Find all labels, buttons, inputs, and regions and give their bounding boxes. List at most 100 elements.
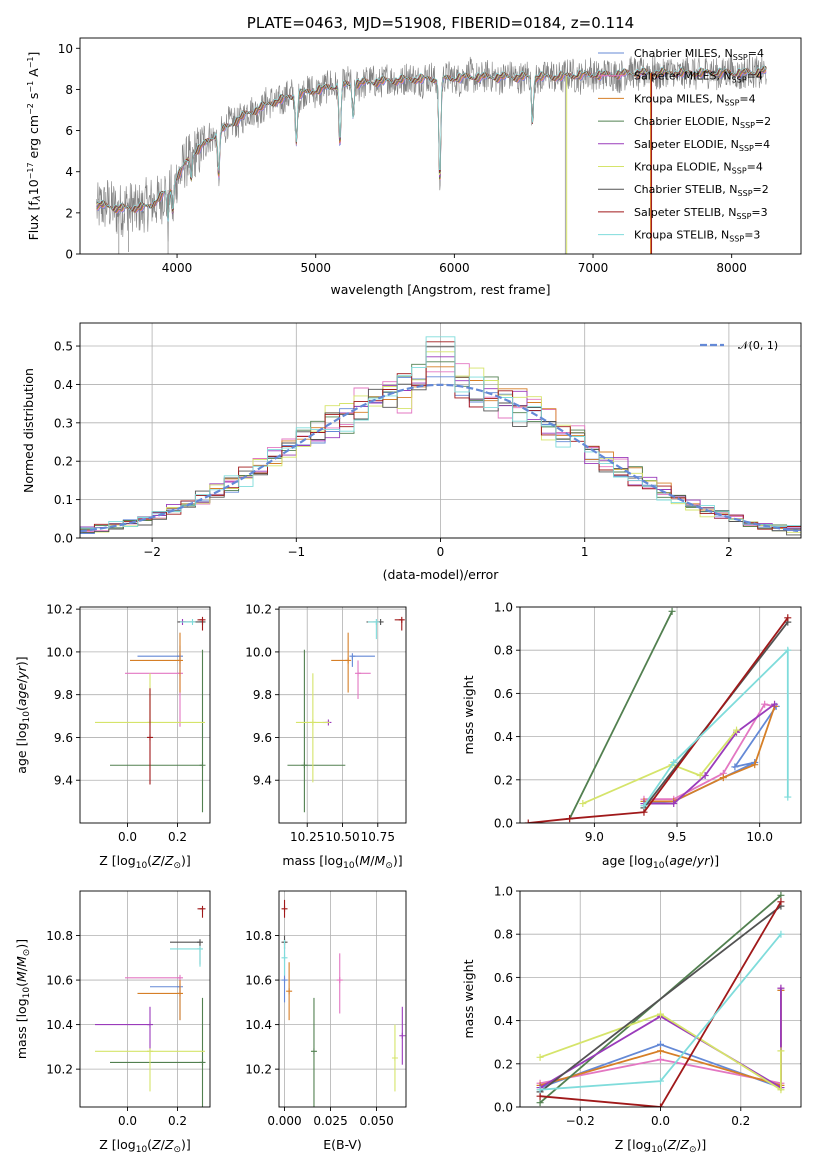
data-marker [398, 616, 405, 623]
point-chabrier-elodie [110, 997, 206, 1107]
x-tick-label: 10.50 [325, 830, 359, 844]
panel-7: 0.000 0.025 0.050 10.2 10.4 10.6 10.8 E(B-V) [245, 890, 407, 1152]
panel-3: 0.0 0.2 9.4 9.6 9.8 10.0 10.2 Z [log10(Z/Z⊙)] ag… [14, 603, 211, 871]
y-tick-label: 10.8 [46, 929, 73, 943]
data-marker [177, 657, 183, 664]
weight-marker [771, 700, 779, 708]
data-marker [355, 670, 362, 677]
panel-6: 0.0 0.2 10.2 10.4 10.6 10.8 Z [log10(Z/Z⊙)] mas… [14, 890, 211, 1155]
point-chabrier-elodie [110, 649, 206, 813]
x-tick-label: 10.75 [361, 830, 395, 844]
line-kroupa-elodie [579, 726, 741, 808]
point-chabrier-elodie [287, 649, 346, 813]
line-salpeter-stelib [524, 614, 792, 823]
line-salpeter-stelib [536, 898, 785, 1107]
weight-line [528, 617, 789, 823]
weight-marker [536, 1099, 544, 1107]
y-tick-label: 0.2 [494, 773, 513, 787]
y-tick-label: 0.0 [494, 817, 513, 831]
data-marker [177, 990, 183, 997]
y-tick-label: 10.4 [245, 1018, 272, 1032]
y-tick-label: 4 [65, 165, 73, 179]
legend-label-chabrier-miles: Chabrier MILES, NSSP=4 [634, 47, 764, 62]
y-axis-label: mass weight [461, 959, 476, 1038]
y-tick-label: 0.4 [494, 730, 513, 744]
point-salpeter-stelib [197, 905, 206, 918]
x-tick-label: 0.025 [313, 1114, 347, 1128]
x-tick-label: 1 [581, 545, 589, 559]
y-axis-label: Flux [fλ10−17 erg cm−2 s−1 A−1] [26, 52, 43, 241]
x-tick-label: 2 [725, 545, 733, 559]
weight-marker [761, 700, 769, 708]
data-marker [189, 618, 196, 625]
chart-title: PLATE=0463, MJD=51908, FIBERID=0184, z=0… [247, 14, 634, 32]
legend-label-salpeter-miles: Salpeter MILES, NSSP=4 [634, 70, 763, 85]
plot-area [281, 899, 406, 1107]
weight-line [643, 705, 777, 805]
legend-label-kroupa-elodie: Kroupa ELODIE, NSSP=4 [634, 161, 763, 176]
weight-marker [670, 759, 678, 767]
point-kroupa-elodie [295, 673, 330, 783]
weight-marker [670, 800, 678, 808]
data-marker [286, 988, 293, 995]
data-marker [281, 954, 288, 961]
point-chabrier-miles [137, 645, 183, 672]
axes-frame [519, 890, 802, 1108]
point-chabrier-miles [349, 653, 375, 667]
data-marker [199, 905, 206, 912]
line-kroupa-stelib [640, 646, 792, 810]
point-kroupa-miles [137, 980, 183, 1021]
x-tick-label: 0.000 [267, 1114, 301, 1128]
weight-line [568, 610, 673, 820]
x-tick-label: 9.0 [585, 830, 604, 844]
weight-marker [536, 1053, 544, 1061]
data-marker [391, 1055, 398, 1062]
legend-label-normal: 𝒩(0, 1) [738, 339, 778, 352]
data-marker [197, 939, 203, 946]
weight-marker [524, 819, 532, 823]
weight-line [539, 905, 782, 1093]
y-tick-label: 0.0 [494, 1101, 513, 1115]
y-tick-label: 0.8 [494, 644, 513, 658]
data-marker [197, 945, 203, 952]
legend-label-chabrier-stelib: Chabrier STELIB, NSSP=2 [634, 183, 769, 198]
weight-marker [777, 1086, 785, 1094]
data-marker [199, 762, 206, 769]
panel-2: −2 −1 0 1 2 0.0 0.1 0.2 0.3 0.4 0.5 𝒩(0, 1) (data-mo… [21, 322, 802, 582]
axes-frame [278, 606, 407, 824]
x-axis-label: Z [log10(Z/Z⊙)] [99, 853, 191, 871]
line-salpeter-elodie [640, 700, 779, 808]
point-kroupa-stelib [281, 939, 288, 976]
point-kroupa-elodie [95, 1048, 205, 1092]
axes-frame [79, 322, 802, 539]
axes-frame [519, 606, 802, 824]
x-axis-label: mass [log10(M/M⊙)] [282, 853, 402, 871]
y-tick-label: 9.6 [54, 731, 73, 745]
weight-marker [731, 763, 739, 771]
point-salpeter-miles [355, 660, 371, 699]
y-tick-label: 0.6 [494, 687, 513, 701]
line-kroupa-elodie [536, 1010, 785, 1094]
weight-line [540, 901, 782, 1107]
x-tick-label: 4000 [162, 261, 193, 275]
x-tick-label: −1 [287, 545, 305, 559]
y-tick-label: 10.0 [46, 645, 73, 659]
point-salpeter-miles [125, 974, 183, 996]
y-tick-label: 6 [65, 124, 73, 138]
x-tick-label: 9.5 [667, 830, 686, 844]
weight-marker [657, 1055, 664, 1063]
data-marker [399, 1032, 406, 1039]
weight-marker [640, 808, 648, 816]
x-axis-label: E(B-V) [323, 1137, 362, 1152]
weight-marker [566, 815, 574, 823]
y-tick-label: 0.0 [54, 532, 73, 546]
axes-frame [79, 890, 211, 1108]
point-chabrier-miles [150, 983, 183, 1021]
y-axis-label: mass weight [461, 675, 476, 754]
point-kroupa-miles [331, 632, 352, 693]
point-chabrier-stelib [170, 939, 203, 965]
weight-marker [579, 800, 587, 808]
y-tick-label: 9.8 [54, 688, 73, 702]
data-marker [345, 657, 352, 664]
data-marker [281, 977, 288, 984]
